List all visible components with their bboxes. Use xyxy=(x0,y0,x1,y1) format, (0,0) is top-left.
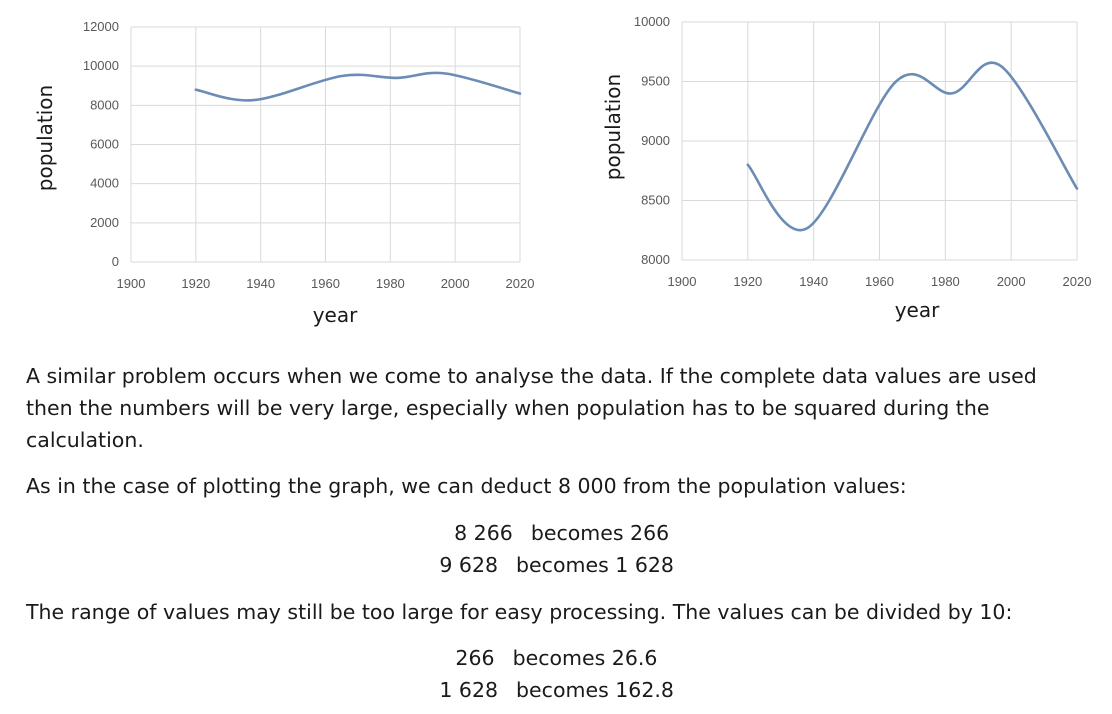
y-tick-label: 9500 xyxy=(641,74,670,89)
example-1-line-2-right: becomes 1 628 xyxy=(516,553,674,577)
y-tick-label: 9000 xyxy=(641,133,670,148)
example-1-line-1-left: 8 266 xyxy=(454,521,513,545)
example-1-line-2-left: 9 628 xyxy=(439,553,499,577)
series-line xyxy=(194,71,522,102)
x-tick-label: 1900 xyxy=(668,274,697,289)
example-1-line-2: 9 628 becomes 1 628 xyxy=(0,549,1112,581)
x-tick-label: 1920 xyxy=(181,276,210,291)
y-tick-label: 4000 xyxy=(90,176,119,191)
x-tick-label: 1960 xyxy=(311,276,340,291)
y-tick-label: 8000 xyxy=(641,252,670,267)
example-1-line-1-right: becomes 266 xyxy=(530,521,670,545)
x-axis-title: year xyxy=(313,303,358,327)
x-axis-title: year xyxy=(895,298,940,322)
x-tick-label: 1920 xyxy=(733,274,762,289)
paragraph-3: The range of values may still be too lar… xyxy=(26,600,1013,624)
series-line xyxy=(746,61,1079,232)
x-tick-label: 1900 xyxy=(117,276,146,291)
example-2-line-1: 266 becomes 26.6 xyxy=(0,642,1112,674)
x-tick-label: 1980 xyxy=(376,276,405,291)
example-1-line-1: 8 266 becomes 266 xyxy=(0,517,1112,549)
example-2-line-1-right: becomes 26.6 xyxy=(512,646,658,670)
y-tick-label: 10000 xyxy=(634,14,670,29)
chart-right: 1900 1920 1940 1960 1980 2000 2020 8000 8500 9000… xyxy=(601,14,1091,322)
x-tick-label: 2000 xyxy=(441,276,470,291)
x-tick-label: 2020 xyxy=(1063,274,1092,289)
x-tick-label: 1980 xyxy=(931,274,960,289)
x-tick-label: 2000 xyxy=(997,274,1026,289)
chart-left: 1900 1920 1940 1960 1980 2000 2020 0 2000 4000 600… xyxy=(33,19,534,327)
x-tick-label: 1940 xyxy=(799,274,828,289)
charts-area: 1900 1920 1940 1960 1980 2000 2020 0 2000 4000 600… xyxy=(33,14,1091,327)
paragraph-1-line-3: calculation. xyxy=(26,428,144,452)
example-2-line-2-left: 1 628 xyxy=(439,678,499,702)
x-tick-label: 1940 xyxy=(246,276,275,291)
x-tick-label: 1960 xyxy=(865,274,894,289)
y-tick-label: 8000 xyxy=(90,97,119,112)
x-tick-label: 2020 xyxy=(506,276,535,291)
paragraph-2: As in the case of plotting the graph, we… xyxy=(26,474,907,498)
paragraph-1-line-1: A similar problem occurs when we come to… xyxy=(26,364,1037,388)
y-tick-label: 0 xyxy=(112,254,119,269)
y-tick-label: 6000 xyxy=(90,137,119,152)
paragraph-1-line-2: then the numbers will be very large, esp… xyxy=(26,396,990,420)
y-tick-label: 10000 xyxy=(83,58,119,73)
y-tick-label: 2000 xyxy=(90,215,119,230)
example-2-line-1-left: 266 xyxy=(455,646,495,670)
y-axis-title: population xyxy=(33,85,57,191)
example-2-line-2: 1 628 becomes 162.8 xyxy=(0,674,1112,706)
y-axis-title: population xyxy=(601,74,625,180)
example-2-line-2-right: becomes 162.8 xyxy=(516,678,674,702)
y-tick-label: 12000 xyxy=(83,19,119,34)
y-tick-label: 8500 xyxy=(641,193,670,208)
paragraph-1: A similar problem occurs when we come to… xyxy=(26,360,1096,456)
